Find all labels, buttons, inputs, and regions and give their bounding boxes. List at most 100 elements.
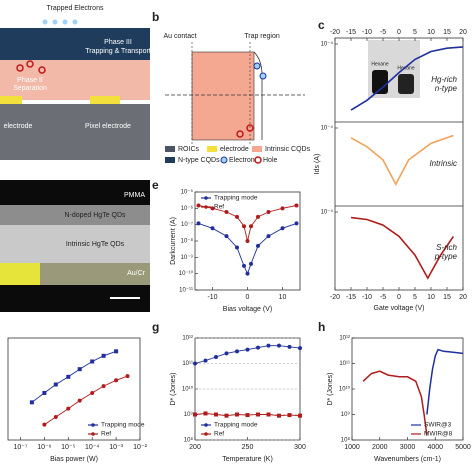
y-tick-label: 10⁻¹¹: [179, 288, 193, 294]
marker: [196, 221, 201, 226]
legend-swatch: [204, 432, 208, 436]
hole: [236, 130, 244, 138]
label: electrode: [4, 123, 33, 130]
marker: [224, 351, 229, 356]
marker: [66, 406, 71, 411]
marker: [42, 390, 47, 395]
x-tick-label: 300: [294, 444, 306, 451]
line: [198, 205, 297, 242]
y-tick-label: 10⁻⁴: [321, 41, 334, 48]
panel-label: g: [152, 320, 159, 334]
marker: [210, 206, 215, 211]
legend-swatch: [252, 146, 262, 152]
x-tick-label: -15: [346, 294, 356, 301]
y-tick-label: 10⁻⁴: [321, 209, 334, 216]
roic: [0, 104, 150, 160]
line: [362, 370, 428, 436]
marker: [235, 214, 239, 219]
marker: [266, 234, 271, 239]
marker: [256, 345, 260, 350]
panel-d: PMMA N-doped HgTe QDs Intrinsic HgTe QDs…: [0, 180, 150, 312]
y-tick-label: 10¹¹: [182, 361, 193, 367]
marker: [203, 358, 208, 363]
label: Hexane: [397, 65, 414, 71]
legend-swatch: [204, 205, 208, 209]
y-tick-label: 10⁸: [341, 437, 351, 444]
marker: [90, 359, 95, 364]
x-axis-label: Bias power (W): [50, 456, 98, 463]
marker: [66, 374, 71, 379]
vial: [372, 70, 388, 94]
y-tick-label: 10⁹: [184, 411, 194, 418]
label: PMMA: [124, 192, 145, 199]
electron: [62, 19, 68, 25]
vial: [398, 74, 414, 94]
x-tick-label: -10: [207, 294, 217, 301]
hole: [246, 124, 254, 132]
marker: [245, 413, 250, 418]
y-tick-label: 10⁻⁸: [181, 238, 194, 245]
series-label: Intrinsic: [429, 159, 457, 168]
marker: [249, 224, 253, 229]
x-tick-label: 10⁻⁷: [13, 444, 27, 451]
panel-label: h: [318, 320, 325, 334]
x-tick-label: 4000: [427, 444, 443, 451]
legend-swatch: [220, 156, 228, 164]
marker: [287, 413, 292, 418]
y-tick-label: 10¹⁰: [339, 386, 351, 393]
marker: [298, 346, 302, 351]
marker: [29, 400, 34, 405]
y-tick-label: 10¹⁰: [182, 386, 194, 393]
legend-label: Trapping mode: [214, 195, 258, 202]
label: Trapping & Transport: [85, 48, 151, 55]
y-tick-label: 10⁻⁶: [181, 205, 194, 212]
electron: [42, 19, 48, 25]
marker: [294, 221, 299, 226]
curve: [350, 46, 464, 111]
marker: [114, 378, 119, 383]
marker: [53, 414, 58, 419]
x-tick-label: 10⁻⁴: [85, 444, 100, 451]
marker: [193, 412, 197, 417]
x-tick-label: 2000: [372, 444, 388, 451]
y-tick-label: 10⁻⁹: [181, 254, 194, 261]
x-tick-label: 200: [189, 444, 201, 451]
label: Au/Cr: [127, 270, 146, 277]
label: Hexane: [371, 61, 388, 67]
marker: [90, 390, 95, 395]
y-axis-label: D* (Jones): [170, 372, 177, 405]
legend-swatch: [204, 423, 208, 427]
marker: [245, 271, 250, 276]
marker: [256, 243, 260, 248]
legend-label: N-type CQDs: [178, 157, 220, 164]
marker: [214, 412, 218, 417]
y-axis-label: Ids (A): [314, 154, 321, 175]
label: Pixel electrode: [85, 123, 131, 130]
marker: [277, 343, 281, 348]
legend-swatch: [204, 196, 208, 200]
y-tick-label: 10¹²: [339, 336, 350, 342]
intrinsic-layer: [0, 60, 150, 100]
legend-label: Ref: [214, 431, 224, 438]
legend-swatch: [91, 423, 95, 427]
marker: [294, 203, 299, 208]
y-tick-label: 10⁻⁵: [181, 189, 194, 196]
line: [426, 348, 464, 415]
y-tick-label: 10¹²: [182, 336, 193, 342]
x-tick-label: 10⁻³: [109, 444, 123, 451]
marker: [214, 354, 218, 359]
marker: [266, 343, 271, 348]
legend-label: Trapping mode: [101, 422, 145, 429]
label: Au contact: [163, 33, 196, 40]
hole: [26, 60, 34, 68]
electrode: [0, 96, 22, 104]
marker: [77, 367, 82, 372]
marker: [249, 261, 253, 266]
electron: [72, 19, 78, 25]
y-axis-label: Darkcurrent (A): [170, 217, 177, 265]
marker: [266, 412, 271, 417]
x-axis-label: Wavenumbers (cm-1): [374, 456, 441, 463]
label: Trapped Electrons: [47, 5, 104, 12]
inset-photo: Hexane Hexane: [368, 40, 420, 98]
marker: [42, 422, 47, 427]
